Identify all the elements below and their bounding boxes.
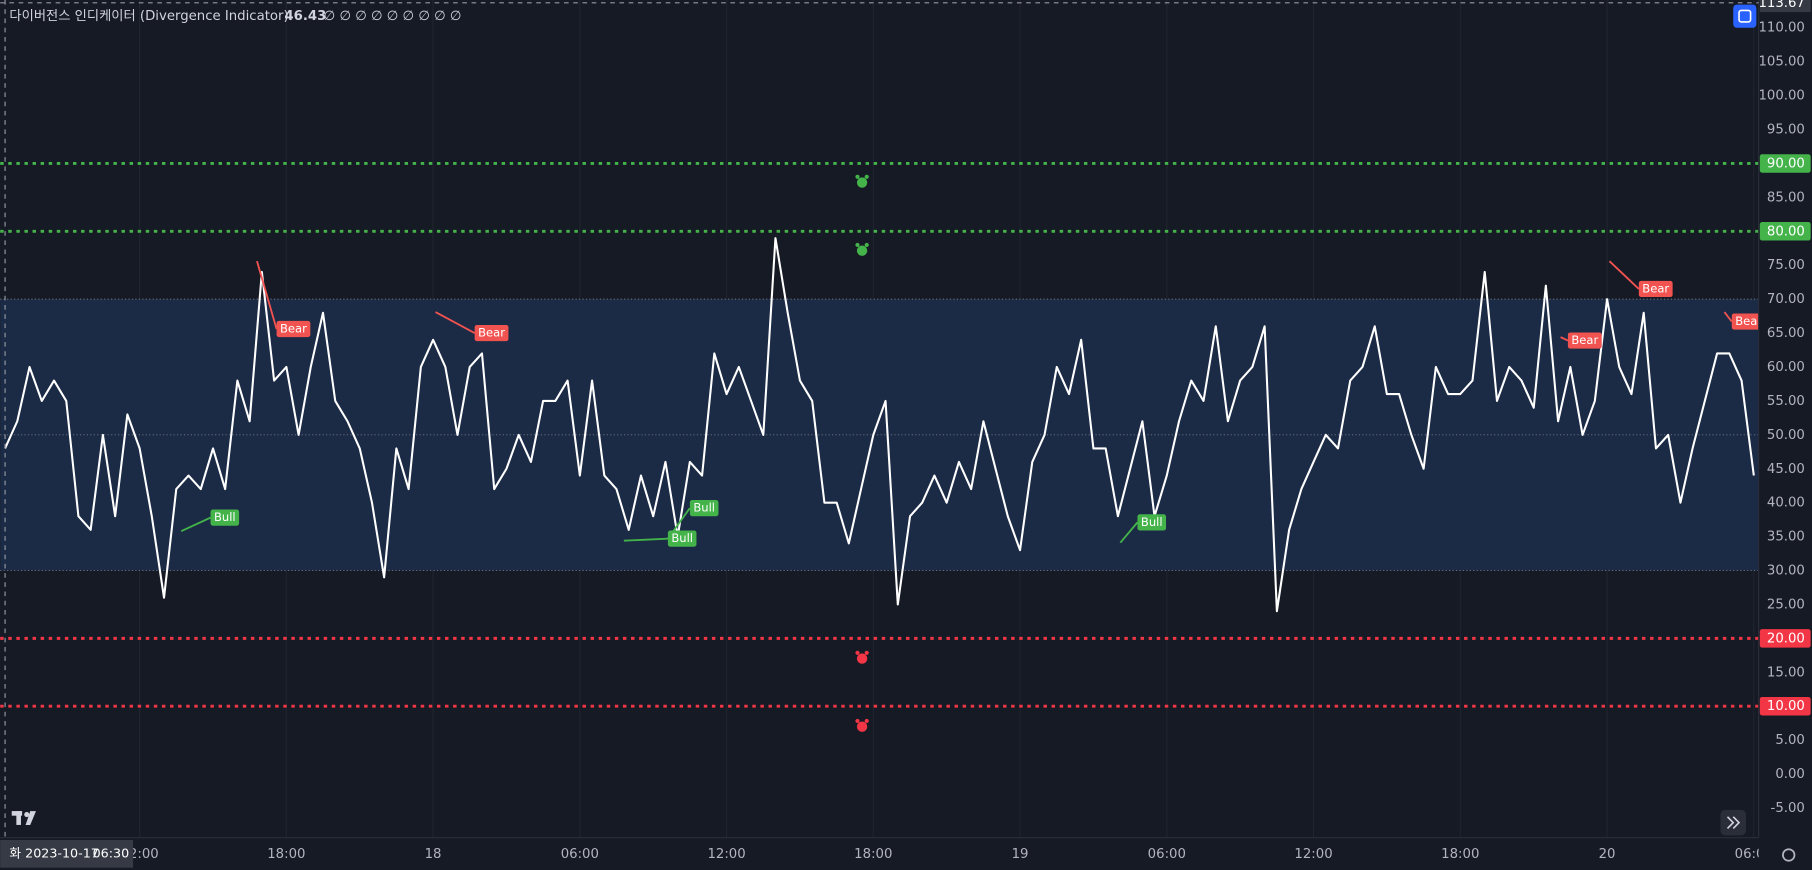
divergence-label: Bear: [1571, 333, 1598, 347]
plot: Bull Bull Bull Bull Bear Bear Bear Bear Bear: [4, 237, 1762, 613]
settings-button[interactable]: [1782, 848, 1796, 862]
divergence-badge: [689, 500, 719, 517]
y-tick-label: 95.00: [1767, 123, 1805, 138]
divergence-badge: [667, 530, 697, 547]
scroll-icon: [1726, 816, 1741, 829]
y-tick-label: 105.00: [1758, 55, 1804, 70]
level-badge-label: 80.00: [1767, 224, 1805, 239]
divergence-label: Bear: [1735, 314, 1762, 328]
price-axis-labels: -5.00 0.00 5.00 10.00 15.00 20.00 25.00 30.00 35…: [1758, 21, 1811, 816]
divergence-line: [435, 311, 476, 334]
x-tick-label: 19: [1012, 847, 1029, 862]
y-tick-label: 75.00: [1767, 258, 1805, 273]
y-tick-label: 40.00: [1767, 496, 1805, 511]
divergence-line: [1723, 311, 1733, 323]
indicator-line: [4, 237, 1755, 613]
y-tick-label: 85.00: [1767, 190, 1805, 205]
divergence-line: [256, 260, 278, 330]
level-badge-label: 10.00: [1767, 699, 1805, 714]
y-tick-label: -5.00: [1771, 801, 1805, 816]
y-tick-label: 70.00: [1767, 292, 1805, 307]
y-tick-label: 30.00: [1767, 564, 1805, 579]
y-tick-label: 45.00: [1767, 462, 1805, 477]
alert-icons: [855, 174, 869, 732]
y-tick-label: 100.00: [1758, 89, 1804, 104]
alert-icon: [855, 718, 869, 732]
divergence-label: Bull: [1141, 515, 1163, 529]
x-tick-label: 12:00: [707, 847, 745, 862]
band-fill: [0, 299, 1759, 571]
divergence-line: [1560, 336, 1569, 342]
x-tick-label: 18:00: [854, 847, 892, 862]
divergence-label: Bull: [693, 501, 715, 515]
x-tick-label: 06:00: [561, 847, 599, 862]
x-tick-label: 20: [1599, 847, 1616, 862]
divergence-badge: [1137, 514, 1167, 531]
x-tick-label: 06:00: [1148, 847, 1186, 862]
y-tick-label: 65.00: [1767, 326, 1805, 341]
divergence-badge: [210, 509, 240, 526]
crosshair-x-badge: [0, 839, 134, 868]
divergence-label: Bear: [478, 326, 505, 340]
divergence-line: [1119, 521, 1139, 544]
price-axis: [1758, 0, 1812, 870]
level-badge: [1759, 629, 1811, 648]
divergence-badge: [276, 320, 311, 338]
y-tick-label: 60.00: [1767, 360, 1805, 375]
crosshair-date: 화 2023-10-17: [9, 845, 98, 860]
crosshair-y-badge: [1759, 0, 1811, 13]
divergence-label: Bear: [280, 321, 307, 335]
tv-logo: [11, 811, 36, 825]
divergence-line: [1608, 260, 1640, 290]
alert-icon: [855, 242, 869, 256]
y-tick-label: 50.00: [1767, 428, 1805, 443]
toggle-icon: [1738, 9, 1752, 23]
level-badge: [1759, 154, 1811, 173]
divergence-label: Bull: [214, 510, 236, 524]
y-tick-label: 110.00: [1758, 21, 1804, 36]
y-tick-label: 0.00: [1775, 767, 1805, 782]
divergence-badge: [1638, 280, 1673, 298]
time-axis: [0, 837, 1812, 870]
divergence-label: Bull: [671, 531, 693, 545]
level-badge: [1759, 696, 1811, 716]
x-tick-label: 18:00: [1441, 847, 1479, 862]
level-layer: [0, 162, 1759, 708]
alert-icon: [855, 650, 869, 664]
divergence-badge: [1731, 313, 1759, 330]
y-tick-label: 15.00: [1767, 665, 1805, 680]
level-badge-label: 20.00: [1767, 631, 1805, 646]
y-tick-label: 55.00: [1767, 394, 1805, 409]
x-tick-label: 18: [425, 847, 442, 862]
level-badge-label: 90.00: [1767, 156, 1805, 171]
x-tick-label: 18:00: [267, 847, 305, 862]
header: 다이버전스 인디케이터 (Divergence Indicator) 46.43…: [9, 8, 461, 24]
indicator-placeholders: ∅ ∅ ∅ ∅ ∅ ∅ ∅ ∅ ∅: [324, 9, 462, 24]
divergence-line: [180, 516, 211, 533]
divergence-line: [667, 507, 691, 540]
x-tick-label: 12:00: [1294, 847, 1332, 862]
alert-icon: [855, 174, 869, 188]
indicator-title: 다이버전스 인디케이터 (Divergence Indicator): [9, 8, 288, 24]
y-tick-label: 35.00: [1767, 530, 1805, 545]
divergence-line: [623, 537, 668, 542]
divergence-label: Bear: [1642, 281, 1669, 295]
crosshair-y-label: 113.67: [1758, 0, 1804, 11]
crosshair-time: 06:30: [93, 845, 130, 860]
y-tick-label: 25.00: [1767, 597, 1805, 612]
y-tick-label: 5.00: [1775, 733, 1805, 748]
band-layer: [0, 298, 1759, 571]
divergence-badge: [474, 324, 509, 342]
divergence-badge: [1567, 332, 1602, 349]
indicator-value: 46.43: [284, 9, 326, 24]
toggle-button[interactable]: [1733, 4, 1757, 28]
level-badge: [1759, 222, 1811, 241]
